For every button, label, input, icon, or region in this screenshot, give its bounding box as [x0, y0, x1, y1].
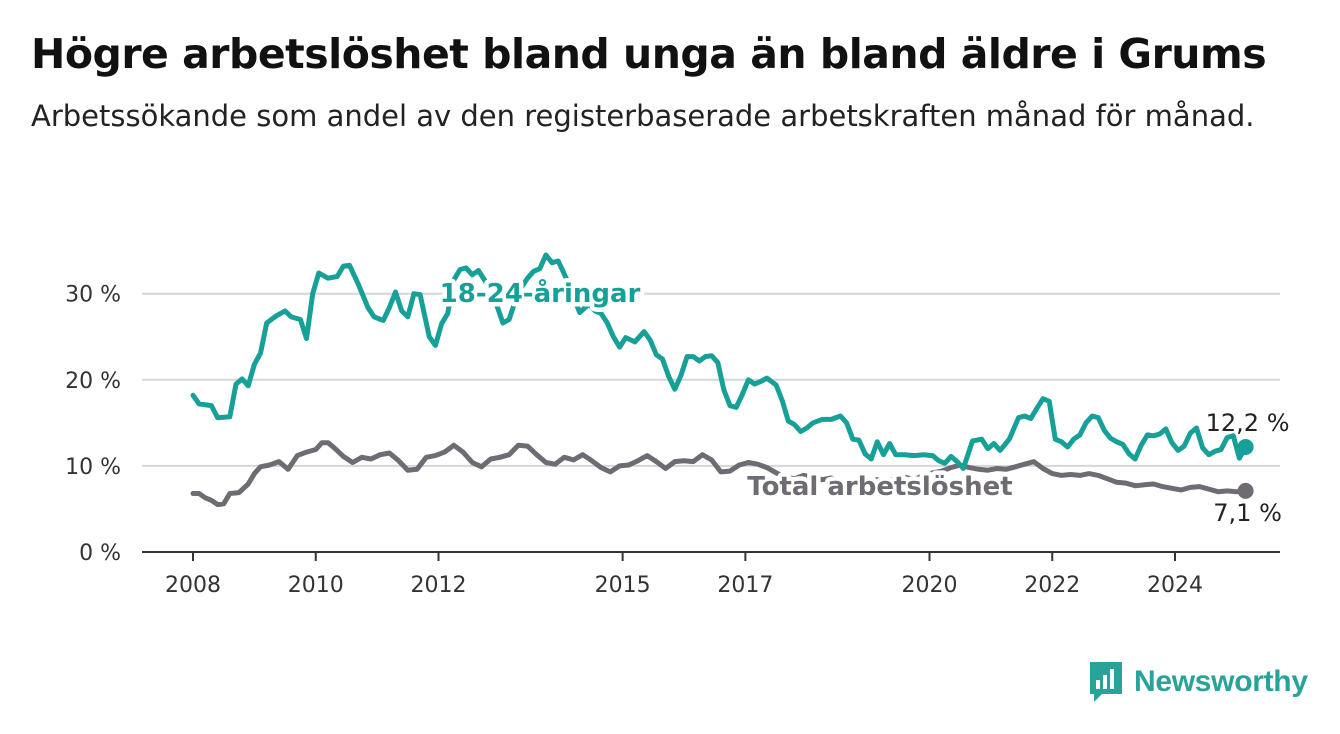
x-tick-label-2008: 2008	[165, 573, 221, 598]
x-axis-ticks: 2008 2010 2012 2015 2017 2020 2022 2024	[165, 552, 1203, 598]
series-line-total	[190, 440, 1249, 508]
brand-name: Newsworthy	[1134, 665, 1308, 698]
chart-subtitle: Arbetssökande som andel av den registerb…	[31, 99, 1255, 133]
grid-lines	[142, 292, 1280, 467]
series-labels: 18-24-åringar Total arbetslöshet 12,2 % 7,1…	[435, 273, 1290, 527]
y-tick-label-30: 30 %	[65, 283, 121, 308]
series-line-youth	[190, 252, 1249, 471]
y-tick-label-10: 10 %	[65, 455, 121, 480]
x-tick-label-2017: 2017	[717, 573, 773, 598]
bar-chart-icon	[1090, 662, 1122, 702]
series-label-total: Total arbetslöshet	[747, 472, 1012, 502]
end-value-label-total: 7,1 %	[1213, 499, 1282, 527]
newsworthy-logo: Newsworthy	[1088, 660, 1308, 704]
y-tick-label-20: 20 %	[65, 369, 121, 394]
x-tick-label-2024: 2024	[1147, 573, 1203, 598]
chart-title: Högre arbetslöshet bland unga än bland ä…	[31, 30, 1267, 78]
series-lines	[190, 252, 1254, 508]
x-tick-label-2020: 2020	[902, 573, 958, 598]
y-tick-label-0: 0 %	[79, 541, 121, 566]
x-tick-label-2022: 2022	[1024, 573, 1080, 598]
x-tick-label-2012: 2012	[411, 573, 467, 598]
end-value-label-youth: 12,2 %	[1206, 409, 1290, 437]
series-label-youth: 18-24-åringar	[440, 277, 641, 309]
x-tick-label-2015: 2015	[595, 573, 651, 598]
x-tick-label-2010: 2010	[288, 573, 344, 598]
y-axis-tick-labels: 0 % 10 % 20 % 30 %	[65, 283, 121, 566]
end-point-youth	[1237, 438, 1254, 455]
end-point-total	[1237, 482, 1254, 499]
